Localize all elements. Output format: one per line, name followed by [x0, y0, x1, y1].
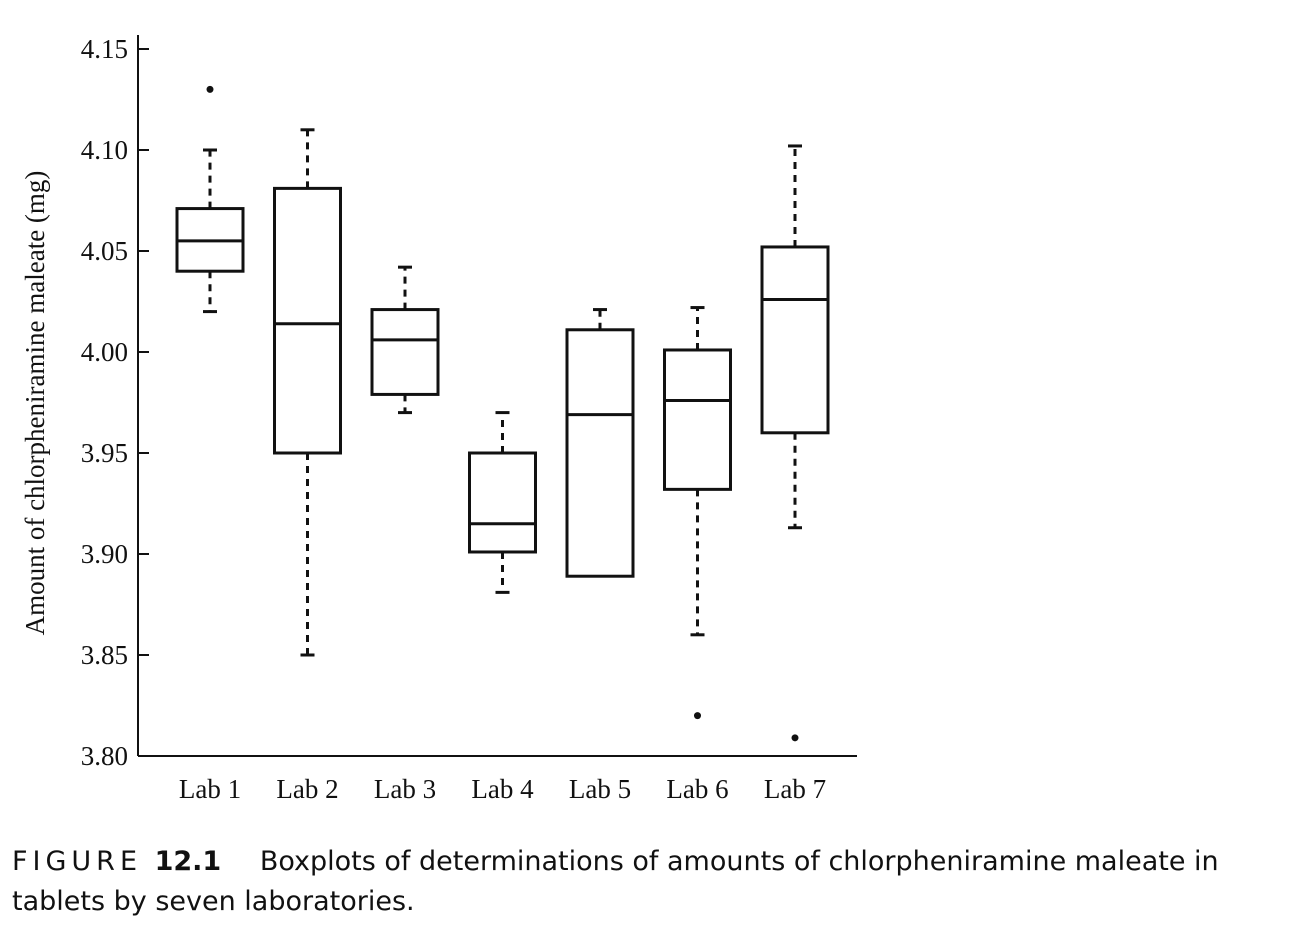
- x-tick-label: Lab 7: [764, 774, 826, 804]
- boxes: [175, 85, 830, 742]
- y-tick-label: 3.90: [81, 539, 128, 569]
- y-tick-label: 3.80: [81, 741, 128, 771]
- outlier-point: [206, 85, 214, 93]
- box-iqr: [468, 451, 537, 554]
- x-tick-label: Lab 3: [374, 774, 436, 804]
- box-iqr: [760, 245, 830, 435]
- x-tick-label: Lab 1: [179, 774, 241, 804]
- x-tick-label: Lab 4: [471, 774, 534, 804]
- y-tick-label: 4.15: [81, 34, 128, 64]
- y-ticks: 3.80 3.85 3.90 3.95 4.00 4.05 4.10 4.15: [81, 34, 149, 771]
- box-iqr: [273, 186, 342, 455]
- box-group: [273, 128, 342, 657]
- box-group: [663, 306, 732, 720]
- x-tick-label: Lab 2: [276, 774, 338, 804]
- box-group: [175, 85, 245, 314]
- box-group: [468, 411, 537, 594]
- box-group: [760, 144, 830, 742]
- y-tick-label: 4.05: [81, 236, 128, 266]
- outlier-point: [791, 734, 799, 742]
- outlier-point: [694, 712, 701, 720]
- box-iqr: [663, 348, 732, 491]
- box-group: [370, 265, 440, 415]
- y-tick-label: 4.00: [81, 337, 128, 367]
- x-tick-labels: Lab 1 Lab 2 Lab 3 Lab 4 Lab 5 Lab 6 Lab 7: [179, 774, 826, 804]
- x-tick-label: Lab 5: [569, 774, 631, 804]
- caption-text: Boxplots of determinations of amounts of…: [12, 846, 1219, 917]
- box-iqr: [565, 328, 635, 578]
- y-axis-title: Amount of chlorpheniramine maleate (mg): [20, 171, 50, 636]
- y-tick-label: 3.85: [81, 640, 128, 670]
- box-iqr: [370, 308, 440, 396]
- y-tick-label: 4.10: [81, 135, 128, 165]
- caption-number: 12.1: [154, 846, 222, 877]
- boxplot-chart: 3.803.853.903.954.004.054.104.15 Lab 1 La…: [20, 34, 857, 804]
- y-tick-label: 3.95: [81, 438, 128, 468]
- figure-caption: FIGURE 12.1 Boxplots of determinations o…: [12, 842, 1302, 922]
- axes: [137, 35, 857, 757]
- box-group: [565, 308, 635, 578]
- x-tick-label: Lab 6: [666, 774, 728, 804]
- caption-prefix: FIGURE: [12, 846, 142, 877]
